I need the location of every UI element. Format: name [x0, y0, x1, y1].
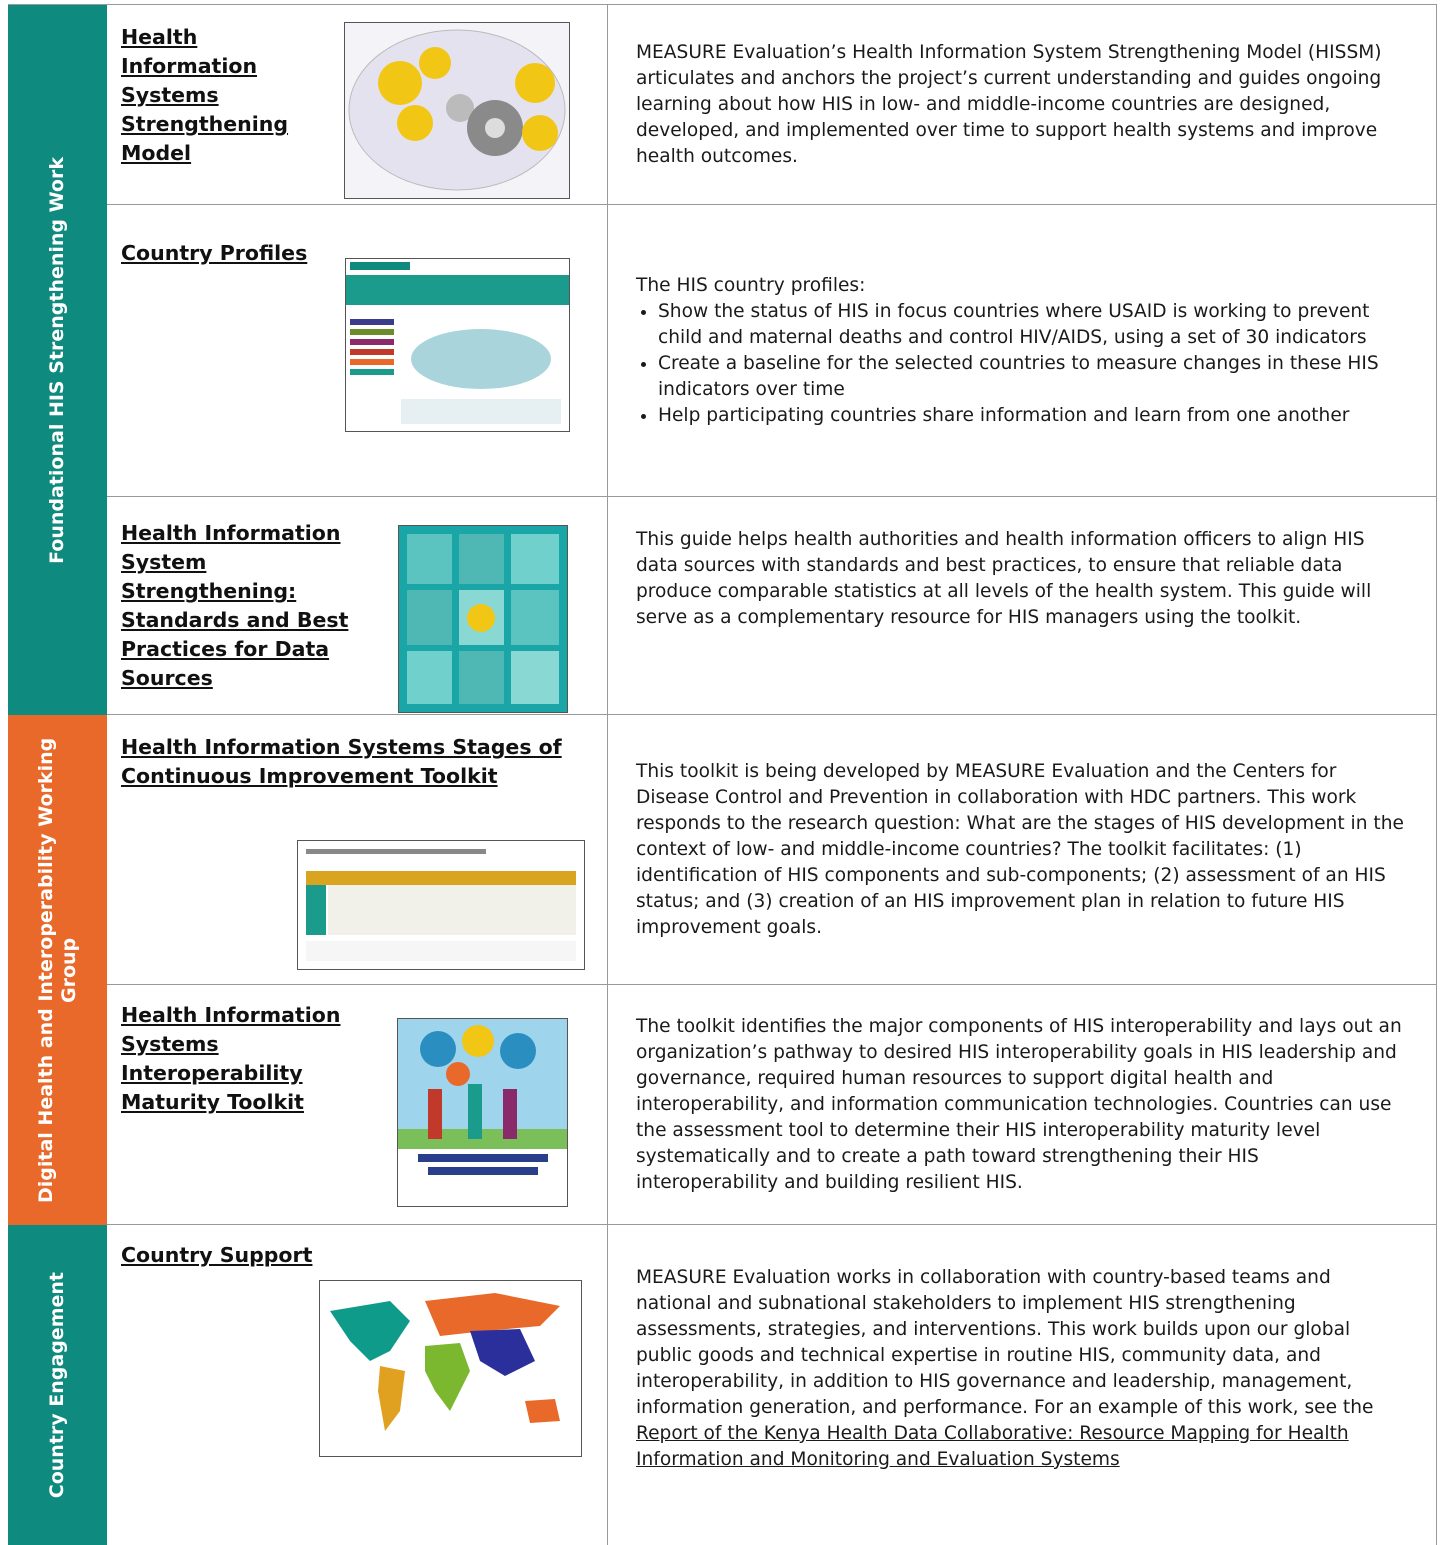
- bullet: Create a baseline for the selected count…: [658, 351, 1406, 403]
- title-cell: Health Information Systems Strengthening…: [107, 5, 608, 204]
- item-description: MEASURE Evaluation works in collaboratio…: [636, 1267, 1374, 1418]
- group-label: Country Engagement: [46, 1271, 68, 1499]
- group-label: Foundational HIS Strengthening Work: [46, 156, 68, 564]
- table-row: Health Information Systems Stages of Con…: [107, 715, 1437, 985]
- item-description: The toolkit identifies the major compone…: [636, 1015, 1402, 1193]
- title-cell: Health Information System Strengthening:…: [107, 497, 608, 714]
- table-row: Country Profiles The HIS country profile…: [107, 205, 1437, 497]
- title-cell: Country Profiles: [107, 205, 608, 496]
- map-image: [319, 1280, 582, 1457]
- title-cell: Health Information Systems Interoperabil…: [107, 985, 608, 1224]
- item-title[interactable]: Country Support: [121, 1243, 313, 1267]
- description-cell: This toolkit is being developed by MEASU…: [607, 715, 1436, 984]
- item-title[interactable]: Health Information Systems Stages of Con…: [121, 735, 562, 788]
- table-row: Health Information System Strengthening:…: [107, 497, 1437, 715]
- item-description: This guide helps health authorities and …: [636, 529, 1372, 628]
- toolkit-image: [297, 840, 585, 970]
- item-title[interactable]: Health Information System Strengthening:…: [121, 521, 349, 690]
- item-title[interactable]: Health Information Systems Interoperabil…: [121, 1003, 341, 1114]
- group-band: Foundational HIS Strengthening Work: [8, 5, 107, 715]
- item-description: The HIS country profiles:: [636, 274, 866, 296]
- table-top-border: [8, 4, 1437, 5]
- group-label: Digital Health and Interoperability Work…: [34, 737, 80, 1203]
- bullet: Help participating countries share infor…: [658, 403, 1406, 429]
- item-description: This toolkit is being developed by MEASU…: [636, 760, 1404, 938]
- group-band: Digital Health and Interoperability Work…: [8, 715, 107, 1225]
- description-cell: The toolkit identifies the major compone…: [607, 985, 1436, 1224]
- table-row: Health Information Systems Strengthening…: [107, 5, 1437, 205]
- item-description-block: MEASURE Evaluation works in collaboratio…: [636, 1265, 1406, 1473]
- title-cell: Country Support: [107, 1225, 608, 1545]
- table-row: Health Information Systems Interoperabil…: [107, 985, 1437, 1225]
- bullet-list: Show the status of HIS in focus countrie…: [636, 299, 1406, 429]
- model-image: [344, 22, 570, 199]
- description-cell: MEASURE Evaluation works in collaboratio…: [607, 1225, 1436, 1545]
- description-cell: The HIS country profiles: Show the statu…: [607, 205, 1436, 496]
- item-title[interactable]: Health Information Systems Strengthening…: [121, 25, 289, 165]
- item-description: MEASURE Evaluation’s Health Information …: [636, 41, 1382, 167]
- standards-image: [398, 525, 568, 713]
- title-cell: Health Information Systems Stages of Con…: [107, 715, 608, 984]
- maturity-image: [397, 1018, 568, 1207]
- bullet: Show the status of HIS in focus countrie…: [658, 299, 1406, 351]
- item-title[interactable]: Country Profiles: [121, 241, 308, 265]
- item-description-block: The HIS country profiles: Show the statu…: [636, 273, 1406, 429]
- description-cell: This guide helps health authorities and …: [607, 497, 1436, 714]
- table-row: Country Support MEASURE Evaluation works…: [107, 1225, 1437, 1545]
- report-link[interactable]: Report of the Kenya Health Data Collabor…: [636, 1423, 1349, 1470]
- description-cell: MEASURE Evaluation’s Health Information …: [607, 5, 1436, 204]
- group-band: Country Engagement: [8, 1225, 107, 1545]
- profiles-image: [345, 258, 570, 432]
